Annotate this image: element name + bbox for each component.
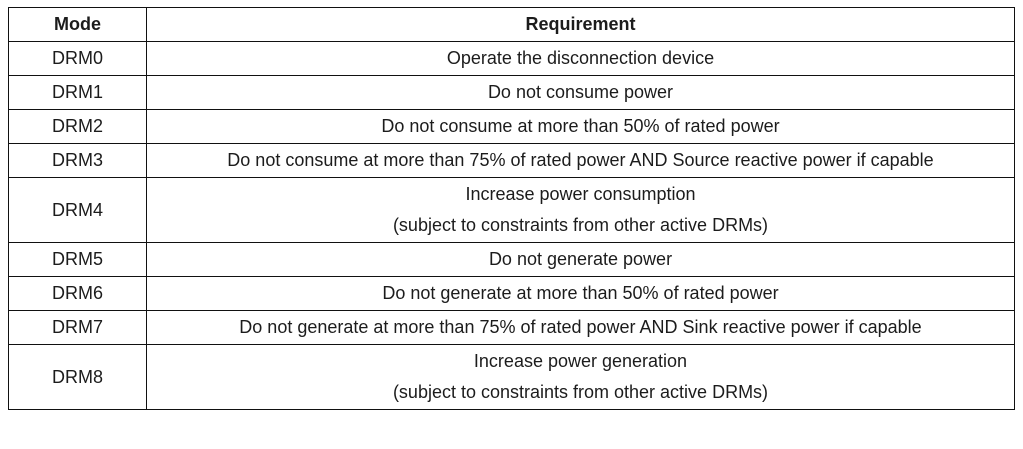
mode-cell: DRM8	[8, 344, 147, 410]
requirement-cell: Increase power generation (subject to co…	[146, 344, 1015, 410]
requirement-cell: Do not consume power	[146, 75, 1015, 110]
table-header: Mode Requirement	[8, 7, 1015, 42]
table-row: DRM0 Operate the disconnection device	[8, 41, 1015, 76]
table-row: DRM8 Increase power generation (subject t…	[8, 344, 1015, 410]
mode-cell: DRM2	[8, 109, 147, 144]
header-row: Mode Requirement	[8, 7, 1015, 42]
mode-cell: DRM4	[8, 177, 147, 243]
drm-requirements-table: Mode Requirement DRM0 Operate the disconn…	[8, 7, 1015, 410]
mode-cell: DRM1	[8, 75, 147, 110]
mode-cell: DRM3	[8, 143, 147, 178]
mode-column-header: Mode	[8, 7, 147, 42]
table-row: DRM5 Do not generate power	[8, 242, 1015, 277]
requirement-cell: Do not generate at more than 75% of rate…	[146, 310, 1015, 345]
requirement-cell: Do not consume at more than 50% of rated…	[146, 109, 1015, 144]
table-row: DRM7 Do not generate at more than 75% of …	[8, 310, 1015, 345]
mode-cell: DRM5	[8, 242, 147, 277]
requirement-cell: Do not consume at more than 75% of rated…	[146, 143, 1015, 178]
table-body: DRM0 Operate the disconnection device DRM1…	[8, 41, 1015, 410]
requirement-column-header: Requirement	[146, 7, 1015, 42]
table-row: DRM2 Do not consume at more than 50% of r…	[8, 109, 1015, 144]
requirement-cell: Do not generate at more than 50% of rate…	[146, 276, 1015, 311]
table-row: DRM1 Do not consume power	[8, 75, 1015, 110]
requirement-cell: Increase power consumption (subject to c…	[146, 177, 1015, 243]
mode-cell: DRM7	[8, 310, 147, 345]
mode-cell: DRM6	[8, 276, 147, 311]
table-row: DRM6 Do not generate at more than 50% of …	[8, 276, 1015, 311]
requirement-cell: Do not generate power	[146, 242, 1015, 277]
table-row: DRM3 Do not consume at more than 75% of r…	[8, 143, 1015, 178]
mode-cell: DRM0	[8, 41, 147, 76]
requirement-cell: Operate the disconnection device	[146, 41, 1015, 76]
table-row: DRM4 Increase power consumption (subject …	[8, 177, 1015, 243]
